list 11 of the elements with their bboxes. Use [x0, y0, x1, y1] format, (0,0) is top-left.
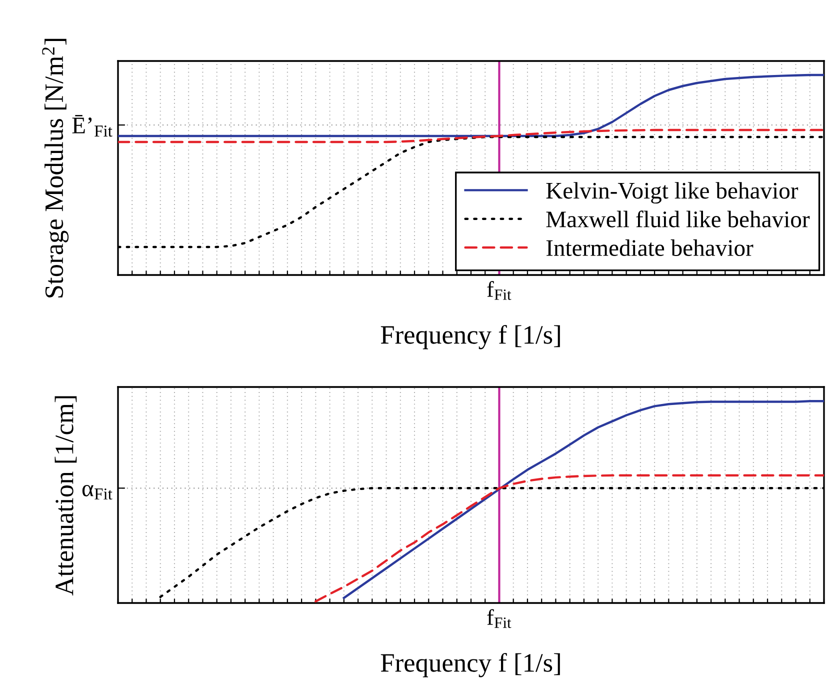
legend-label: Maxwell fluid like behavior: [546, 210, 810, 228]
legend-label: Intermediate behavior: [546, 239, 754, 256]
legend-label: Kelvin-Voigt like behavior: [546, 182, 798, 204]
y-axis-title: Attenuation [1/cm]: [54, 396, 77, 596]
x-axis-title: Frequency f [1/s]: [380, 325, 560, 350]
x-axis-title: Frequency f [1/s]: [380, 653, 560, 678]
text: f$_{Fit}$: [487, 609, 512, 628]
ref-line-label: Ē’$_{Fit}$: [72, 115, 112, 137]
text: f$_{Fit}$: [487, 281, 512, 300]
y-axis-title: Storage Modulus [N/m$^{2}$]: [42, 38, 69, 298]
ref-line-label: α$_{Fit}$: [82, 484, 112, 500]
